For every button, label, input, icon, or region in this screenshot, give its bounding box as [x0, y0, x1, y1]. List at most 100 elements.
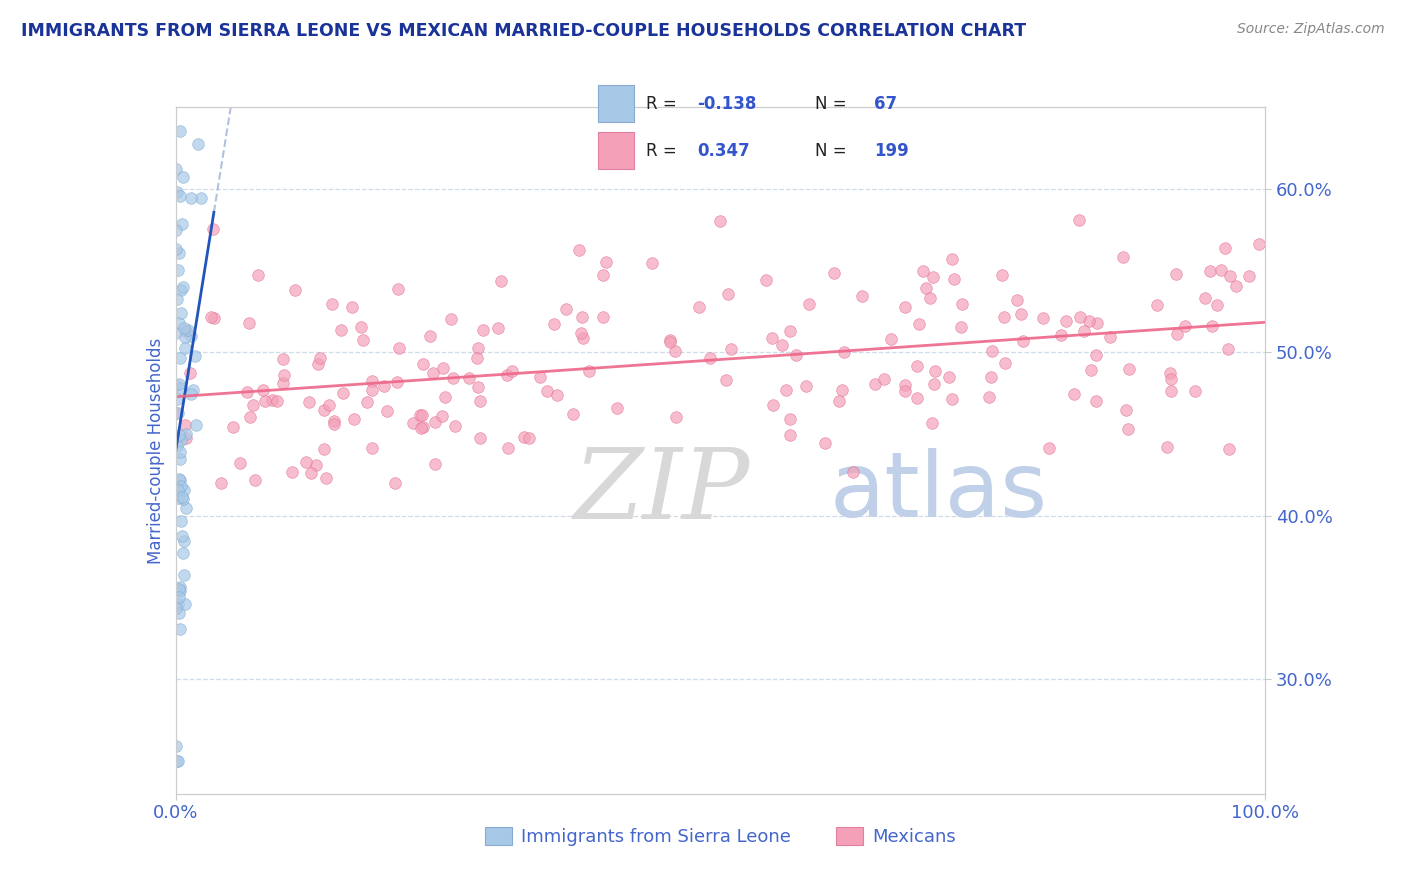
Point	[1146, 297, 1168, 311]
Text: Source: ZipAtlas.com: Source: ZipAtlas.com	[1237, 22, 1385, 37]
Point	[501, 364, 523, 378]
Point	[423, 457, 446, 471]
Point	[794, 378, 817, 392]
Point	[1174, 319, 1197, 334]
Point	[1213, 242, 1236, 256]
Point	[1166, 327, 1188, 342]
Point	[1160, 384, 1182, 399]
Point	[665, 409, 688, 424]
Point	[714, 373, 737, 387]
Point	[170, 434, 193, 448]
Point	[360, 441, 382, 455]
Point	[1032, 310, 1054, 325]
Point	[173, 341, 195, 355]
Point	[641, 256, 664, 270]
Point	[893, 384, 915, 398]
Point	[314, 442, 336, 457]
Point	[1116, 422, 1139, 436]
Point	[166, 754, 188, 768]
Point	[1216, 342, 1239, 356]
Point	[571, 310, 593, 325]
Point	[165, 377, 187, 392]
Point	[222, 420, 245, 434]
Point	[173, 321, 195, 335]
Point	[495, 368, 517, 382]
Point	[166, 439, 188, 453]
Point	[361, 375, 384, 389]
Point	[167, 55, 190, 70]
Text: N =: N =	[815, 142, 852, 160]
Text: IMMIGRANTS FROM SIERRA LEONE VS MEXICAN MARRIED-COUPLE HOUSEHOLDS CORRELATION CH: IMMIGRANTS FROM SIERRA LEONE VS MEXICAN …	[21, 22, 1026, 40]
Point	[180, 191, 202, 205]
Point	[190, 190, 212, 204]
Point	[920, 292, 942, 306]
Point	[169, 351, 191, 366]
Point	[176, 323, 198, 337]
Text: 199: 199	[875, 142, 908, 160]
Point	[165, 161, 187, 176]
Point	[1063, 387, 1085, 401]
Point	[184, 417, 207, 432]
Point	[1209, 263, 1232, 277]
Point	[273, 368, 295, 383]
Point	[1118, 362, 1140, 376]
Point	[332, 385, 354, 400]
Point	[1184, 384, 1206, 398]
Point	[779, 412, 801, 426]
Point	[361, 383, 384, 397]
Point	[465, 351, 488, 365]
Point	[894, 300, 917, 314]
Y-axis label: Married-couple Households: Married-couple Households	[146, 337, 165, 564]
Point	[295, 455, 318, 469]
Point	[595, 255, 617, 269]
Point	[167, 582, 190, 596]
Point	[1085, 316, 1108, 330]
Point	[176, 324, 198, 338]
Point	[432, 360, 454, 375]
Point	[1073, 324, 1095, 338]
Point	[709, 214, 731, 228]
Point	[941, 252, 963, 266]
Point	[170, 490, 193, 504]
Point	[993, 310, 1015, 325]
Point	[907, 318, 929, 332]
Point	[658, 334, 681, 349]
Point	[201, 222, 224, 236]
Point	[915, 281, 938, 295]
Text: atlas: atlas	[830, 448, 1047, 536]
Point	[775, 383, 797, 397]
Point	[170, 283, 193, 297]
Text: 67: 67	[875, 95, 897, 112]
Point	[167, 428, 190, 442]
Point	[851, 288, 873, 302]
Point	[1080, 363, 1102, 377]
Text: R =: R =	[645, 95, 682, 112]
Point	[174, 431, 197, 445]
Point	[813, 435, 835, 450]
Point	[1160, 372, 1182, 386]
Point	[340, 300, 363, 314]
Point	[166, 598, 188, 612]
Point	[981, 343, 1004, 358]
Point	[1085, 393, 1108, 408]
Point	[1249, 236, 1271, 251]
Point	[180, 328, 202, 343]
Point	[173, 533, 195, 548]
Point	[1115, 403, 1137, 417]
Point	[307, 357, 329, 371]
Point	[938, 369, 960, 384]
Point	[172, 528, 194, 542]
Point	[755, 273, 778, 287]
Point	[305, 458, 328, 472]
Point	[165, 242, 187, 256]
Point	[172, 279, 194, 293]
Point	[238, 316, 260, 330]
Point	[555, 302, 578, 317]
Point	[352, 333, 374, 347]
Point	[1194, 291, 1216, 305]
Point	[202, 310, 225, 325]
Point	[165, 739, 187, 753]
Point	[1078, 314, 1101, 328]
Point	[298, 395, 321, 409]
Point	[284, 283, 307, 297]
